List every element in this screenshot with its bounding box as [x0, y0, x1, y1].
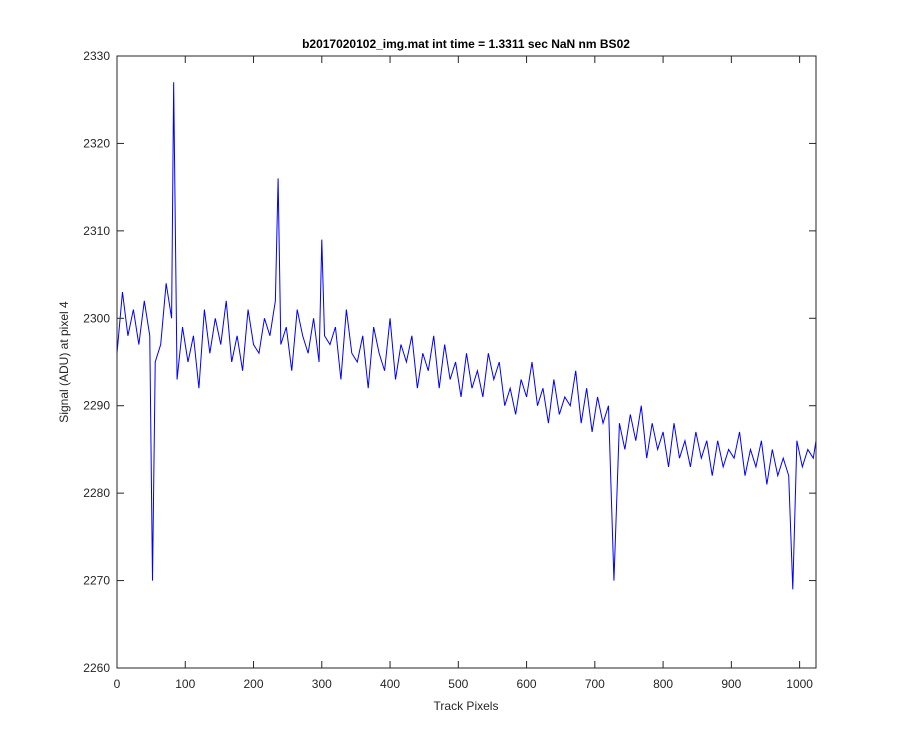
y-tick-label-0: 2260 — [83, 661, 110, 675]
y-tick-label-5: 2310 — [83, 224, 110, 238]
x-tick-label-10: 1000 — [786, 677, 813, 691]
plot-area — [117, 56, 816, 668]
x-tick-label-2: 200 — [244, 677, 264, 691]
chart-title: b2017020102_img.mat int time = 1.3311 se… — [302, 37, 630, 51]
y-axis-label: Signal (ADU) at pixel 4 — [57, 301, 71, 423]
x-tick-label-6: 600 — [517, 677, 537, 691]
y-tick-label-1: 2270 — [83, 574, 110, 588]
x-axis-label: Track Pixels — [434, 699, 499, 713]
y-tick-label-7: 2330 — [83, 49, 110, 63]
series-line-0 — [116, 82, 817, 590]
x-tick-label-5: 500 — [448, 677, 468, 691]
x-tick-label-0: 0 — [114, 677, 121, 691]
y-tick-label-6: 2320 — [83, 136, 110, 150]
y-tick-label-2: 2280 — [83, 486, 110, 500]
ticks-layer: 0 100 200 300 400 500 600 700 800 900 1000 2260 2270… — [83, 49, 816, 691]
axes-box — [116, 55, 817, 669]
series-layer — [116, 82, 817, 590]
x-tick-label-7: 700 — [585, 677, 605, 691]
y-tick-label-4: 2300 — [83, 311, 110, 325]
x-tick-label-9: 900 — [721, 677, 741, 691]
x-tick-label-8: 800 — [653, 677, 673, 691]
x-tick-label-3: 300 — [312, 677, 332, 691]
x-tick-label-1: 100 — [175, 677, 195, 691]
y-tick-label-3: 2290 — [83, 399, 110, 413]
x-tick-label-4: 400 — [380, 677, 400, 691]
